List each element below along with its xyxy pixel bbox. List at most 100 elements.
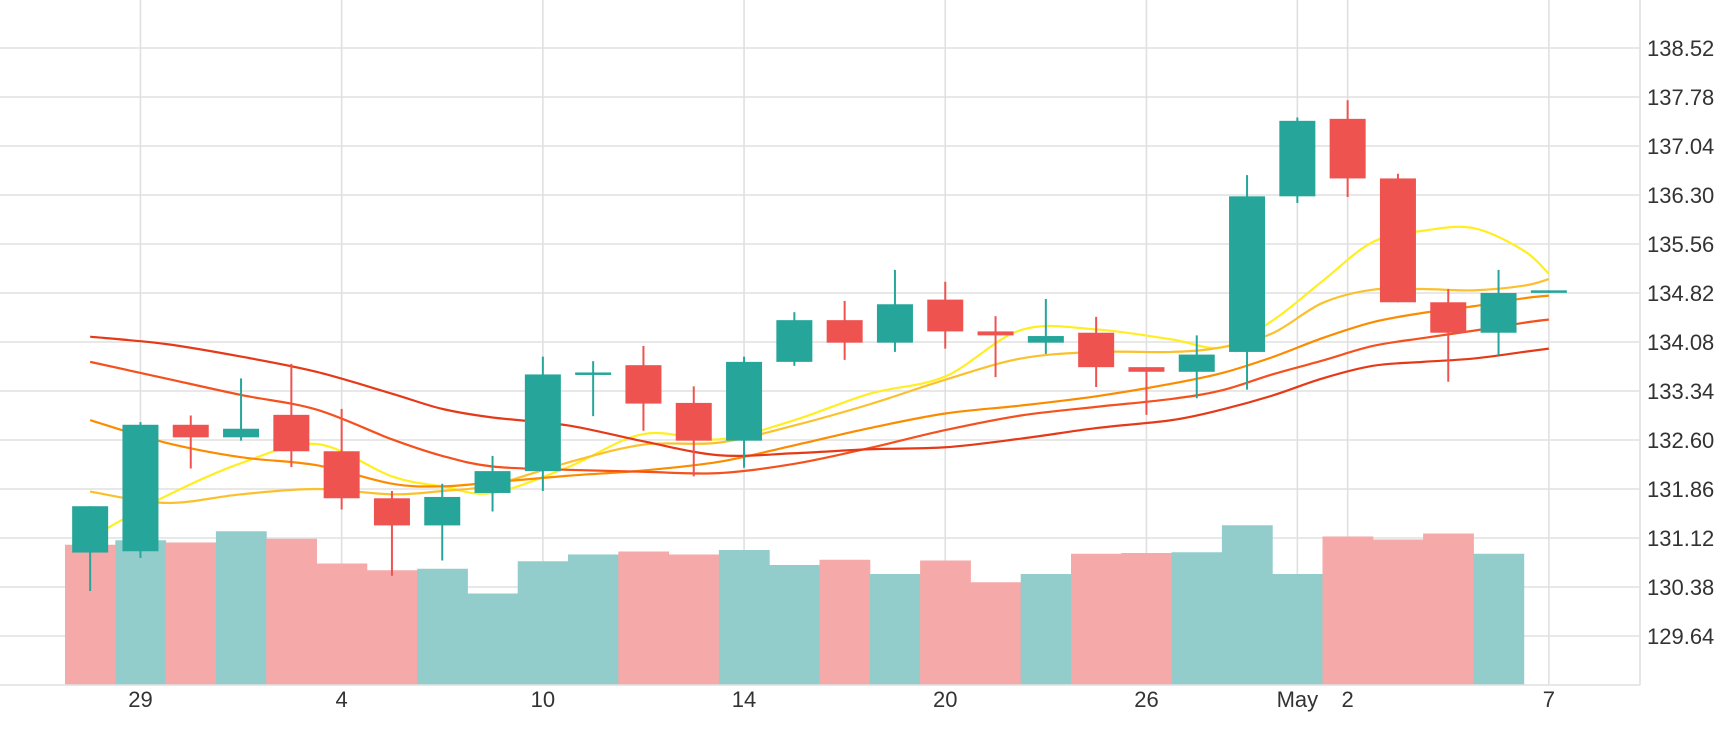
volume-bar [668, 554, 720, 685]
candle-body [1178, 354, 1215, 372]
y-tick-label: 136.30 [1647, 183, 1714, 208]
volume-bar [970, 582, 1022, 685]
y-tick-label: 133.34 [1647, 379, 1714, 404]
candle-body [1078, 332, 1115, 368]
volume-bar [819, 559, 871, 685]
y-tick-label: 129.64 [1647, 624, 1714, 649]
moving-average-line [89, 318, 1549, 475]
candle-body [273, 414, 310, 452]
candle-body [72, 506, 109, 553]
candle-down [826, 300, 863, 360]
volume-bar [1071, 553, 1122, 685]
volume-bars [65, 525, 1525, 685]
volume-bar [769, 565, 820, 685]
y-tick-label: 131.86 [1647, 477, 1714, 502]
candle-up [876, 269, 913, 352]
candle-down [625, 345, 662, 431]
volume-bar [517, 561, 569, 685]
candle-down [675, 386, 712, 477]
candle-down [1430, 289, 1467, 382]
candle-up [575, 361, 612, 417]
candle-body [1128, 367, 1165, 372]
candle-body [1480, 293, 1517, 333]
y-tick-label: 137.78 [1647, 85, 1714, 110]
candle-body [726, 361, 763, 441]
candle-down [927, 281, 964, 349]
volume-bar [1372, 539, 1424, 685]
y-tick-label: 132.60 [1647, 428, 1714, 453]
volume-bar [366, 570, 418, 685]
candle-down [1078, 316, 1115, 388]
candle-up [72, 506, 109, 591]
candle-up [1279, 117, 1316, 203]
candle-up [1178, 335, 1215, 399]
candle-body [1379, 178, 1416, 303]
y-tick-label: 138.52 [1647, 36, 1714, 61]
candle-up [726, 356, 763, 468]
candle-up [776, 312, 813, 366]
candle-down [172, 415, 209, 469]
candle-body [1279, 120, 1316, 197]
candle-body [223, 428, 260, 438]
candle-body [172, 424, 209, 438]
volume-bar [718, 550, 770, 685]
candle-up [1480, 269, 1517, 356]
moving-average-line [90, 335, 1549, 457]
candle-body [977, 331, 1014, 336]
candle-body [474, 471, 511, 493]
candle-body [625, 365, 662, 404]
volume-bar [417, 568, 468, 685]
moving-average-line [89, 294, 1549, 488]
volume-bar [618, 551, 670, 685]
candle-body [1530, 290, 1567, 293]
candle-body [1229, 196, 1266, 352]
y-tick-label: 130.38 [1647, 575, 1714, 600]
candle-up [122, 422, 159, 558]
candle-body [122, 424, 159, 552]
volume-bar [215, 531, 267, 685]
candle-body [776, 320, 813, 362]
candle-body [424, 496, 461, 526]
candle-body [524, 374, 561, 472]
x-tick-label: 20 [933, 687, 957, 712]
candle-body [323, 451, 360, 499]
candle-up [223, 378, 260, 441]
candle-body [876, 304, 913, 343]
candle-down [323, 408, 360, 510]
candle-down [1379, 173, 1416, 303]
candle-body [675, 402, 712, 441]
x-tick-label: 26 [1134, 687, 1158, 712]
candle-down [1329, 100, 1366, 197]
y-tick-label: 137.04 [1647, 134, 1714, 159]
candle-up [1229, 175, 1266, 390]
candle-body [1430, 302, 1467, 333]
y-tick-label: 134.08 [1647, 330, 1714, 355]
candle-up [424, 483, 461, 561]
x-tick-label: 29 [128, 687, 152, 712]
volume-bar [316, 563, 368, 685]
candle-body [373, 498, 410, 526]
volume-bar [869, 574, 921, 685]
volume-bar [1322, 536, 1374, 685]
volume-bar [1221, 525, 1273, 685]
candle-down [273, 363, 310, 468]
y-tick-label: 134.82 [1647, 281, 1714, 306]
candles [72, 100, 1567, 591]
candle-body [826, 320, 863, 343]
volume-bar [1473, 553, 1525, 685]
candle-up [1530, 290, 1567, 293]
volume-bar [1020, 574, 1072, 685]
x-tick-label: 2 [1342, 687, 1354, 712]
volume-bar [1171, 552, 1223, 685]
volume-bar [266, 538, 317, 685]
axes: 138.52 137.78 137.04 136.30 135.56 134.82 134.… [0, 0, 1714, 712]
x-tick-label: 10 [531, 687, 555, 712]
y-tick-label: 135.56 [1647, 232, 1714, 257]
x-tick-label: 14 [732, 687, 756, 712]
x-tick-label: 4 [336, 687, 348, 712]
volume-bar [467, 593, 519, 685]
candle-body [1329, 118, 1366, 179]
moving-average-line [89, 278, 1550, 505]
